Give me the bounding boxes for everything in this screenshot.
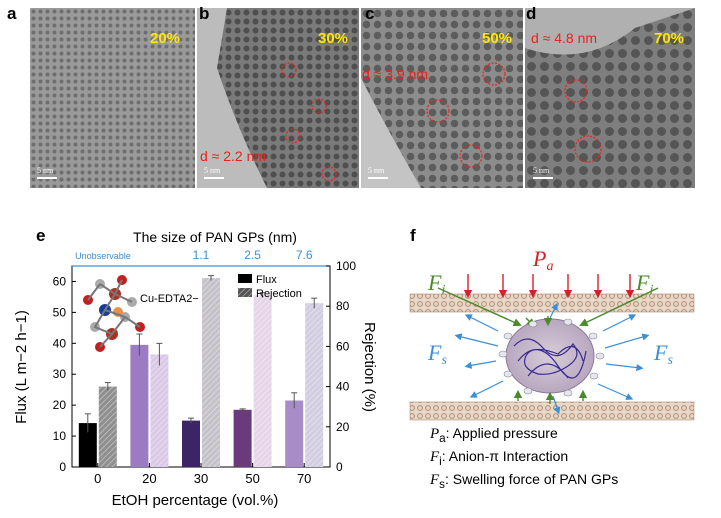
legend-anion-interaction: Fi: Anion-π Interaction bbox=[430, 448, 569, 468]
panel-label-f: f bbox=[410, 226, 416, 245]
scale-label-d: 5 nm bbox=[533, 166, 550, 175]
top-tick-label: Unobservable bbox=[75, 251, 131, 261]
tem-image-a bbox=[30, 8, 195, 188]
x-tick-label: 30 bbox=[194, 471, 208, 486]
right-tick-label: 60 bbox=[336, 339, 350, 353]
rejection-bar-hatch bbox=[98, 386, 117, 467]
panel-label-a: a bbox=[7, 4, 17, 23]
molecule-label: Cu-EDTA2− bbox=[140, 293, 199, 305]
scale-label-c: 5 nm bbox=[368, 166, 385, 175]
legend-applied-pressure: Pa: Applied pressure bbox=[430, 425, 558, 445]
tem-texture-d bbox=[525, 8, 695, 188]
swelling-arrows bbox=[454, 302, 650, 415]
left-tick-label: 60 bbox=[53, 274, 67, 288]
legend-swatch-flux bbox=[238, 274, 252, 283]
scale-bar-a bbox=[37, 177, 57, 179]
right-tick-label: 100 bbox=[336, 259, 356, 273]
left-axis-title: Flux (L m−2 h−1) bbox=[13, 310, 30, 424]
x-tick-label: 20 bbox=[142, 471, 156, 486]
left-tick-label: 10 bbox=[53, 429, 67, 443]
panel-label-e: e bbox=[36, 226, 46, 245]
flux-bar bbox=[233, 409, 252, 467]
x-tick-label: 70 bbox=[297, 471, 311, 486]
right-tick-label: 80 bbox=[336, 299, 350, 313]
tem-image-b bbox=[197, 8, 359, 188]
scale-bar-b bbox=[204, 177, 224, 179]
flux-bar bbox=[285, 400, 304, 467]
right-axis-title: Rejection (%) bbox=[361, 322, 378, 412]
rejection-bar-hatch bbox=[305, 303, 324, 467]
interaction-label-right: Fi bbox=[636, 270, 654, 298]
left-tick-label: 30 bbox=[53, 367, 67, 381]
interaction-arrows bbox=[437, 287, 659, 404]
scale-label-b: 5 nm bbox=[204, 166, 221, 175]
top-tick-label: 7.6 bbox=[296, 248, 313, 262]
x-tick-label: 50 bbox=[245, 471, 259, 486]
percent-label-a: 20% bbox=[150, 30, 181, 47]
scale-bar-d bbox=[533, 177, 553, 179]
percent-label-d: 70% bbox=[654, 30, 685, 47]
swelling-label-left: Fs bbox=[428, 340, 447, 368]
legend-text-fs: : Swelling force of PAN GPs bbox=[445, 471, 619, 487]
tem-texture-a bbox=[30, 8, 195, 188]
top-tick-label: 2.5 bbox=[244, 248, 261, 262]
panel-label-b: b bbox=[199, 4, 210, 23]
size-label-d: d ≈ 4.8 nm bbox=[531, 30, 598, 46]
tem-texture-b bbox=[197, 8, 359, 188]
plot-area: 0 20 30 50 70 Unobservable 1.1 2.5 7.6 0 10 20 30 40 5… bbox=[53, 248, 357, 486]
tem-image-c bbox=[361, 8, 523, 188]
flux-bar bbox=[130, 344, 149, 467]
flux-rejection-chart: The size of PAN GPs (nm) Flux (L m−2 h−1… bbox=[13, 229, 378, 509]
legend-text-fi: : Anion-π Interaction bbox=[441, 448, 569, 464]
flux-bar bbox=[182, 420, 200, 467]
applied-pressure-label: Pa bbox=[533, 246, 554, 274]
scale-bar-c bbox=[368, 177, 388, 179]
molecule-bonds bbox=[87, 279, 141, 348]
right-tick-label: 0 bbox=[336, 460, 343, 474]
x-tick-label: 0 bbox=[94, 471, 101, 486]
tem-image-d bbox=[525, 8, 695, 188]
legend-label-flux: Flux bbox=[256, 274, 277, 286]
membrane-bottom bbox=[409, 401, 695, 421]
legend-swatch-rejection-hatch bbox=[238, 288, 252, 297]
polymer-chains bbox=[513, 338, 587, 379]
left-tick-label: 20 bbox=[53, 398, 67, 412]
rejection-bar-hatch bbox=[150, 354, 169, 467]
top-tick-label: 1.1 bbox=[193, 248, 210, 262]
legend-label-rejection: Rejection bbox=[256, 288, 302, 300]
legend-swelling-force: Fs: Swelling force of PAN GPs bbox=[430, 471, 619, 491]
top-axis-title: The size of PAN GPs (nm) bbox=[133, 229, 297, 245]
right-tick-label: 20 bbox=[336, 420, 350, 434]
percent-label-b: 30% bbox=[318, 30, 349, 47]
legend-text-pa: : Applied pressure bbox=[445, 425, 558, 441]
panel-label-c: c bbox=[365, 4, 375, 23]
anion-markers bbox=[498, 318, 605, 397]
left-tick-label: 40 bbox=[53, 336, 67, 350]
left-tick-label: 50 bbox=[53, 305, 67, 319]
panel-label-d: d bbox=[526, 4, 537, 23]
interaction-label-left: Fi bbox=[428, 270, 446, 298]
rejection-bar-hatch bbox=[253, 295, 272, 467]
swelling-schematic bbox=[409, 274, 695, 421]
size-label-c: d ≈ 3.9 nm bbox=[362, 66, 429, 82]
left-tick-label: 0 bbox=[59, 460, 66, 474]
x-axis-title: EtOH percentage (vol.%) bbox=[112, 492, 279, 509]
swelling-label-right: Fs bbox=[654, 340, 673, 368]
scale-label-a: 5 nm bbox=[37, 166, 54, 175]
flux-bar bbox=[78, 423, 97, 467]
right-tick-label: 40 bbox=[336, 380, 350, 394]
percent-label-c: 50% bbox=[482, 30, 513, 47]
size-label-b: d ≈ 2.2 nm bbox=[200, 148, 267, 164]
rejection-bar-hatch bbox=[202, 278, 220, 467]
tem-texture-c bbox=[361, 8, 523, 188]
pressure-arrows bbox=[463, 274, 635, 299]
